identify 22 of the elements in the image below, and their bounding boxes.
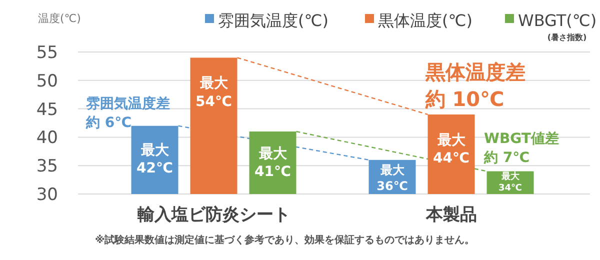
- y-tick-label: 30: [36, 185, 58, 205]
- y-axis-title: 温度(℃): [38, 12, 81, 25]
- y-tick-label: 40: [36, 128, 58, 148]
- text: ※試験結果数値は測定値に基づく参考であり、効果を保証するものではありません。: [95, 234, 475, 246]
- y-tick-label: 45: [36, 100, 58, 120]
- legend-label: 黒体温度(℃): [378, 11, 472, 30]
- x-tick-label: 本製品: [424, 205, 477, 225]
- legend-label: 雰囲気温度(℃): [218, 11, 328, 30]
- data-label: 最大 44℃: [433, 132, 470, 167]
- y-tick-label: 35: [36, 156, 58, 177]
- annotation: WBGT値差約 7℃: [484, 130, 560, 168]
- data-label: 最大 54℃: [196, 76, 232, 110]
- data-label: 最大 42℃: [136, 142, 174, 177]
- annotation: 雰囲気温度差約 6℃: [86, 94, 171, 133]
- annotation: 黒体温度差約 10℃: [425, 59, 526, 114]
- y-tick-label: 55: [36, 43, 58, 63]
- legend-label: WBGT(℃) (暑さ指数): [518, 11, 597, 42]
- y-tick-label: 50: [36, 71, 58, 92]
- data-label: 最大 36℃: [376, 163, 408, 193]
- data-label: 最大 41℃: [254, 146, 292, 180]
- data-label: 最大 34℃: [498, 170, 522, 194]
- x-tick-label: 輸入塩ビ防炎シート: [136, 205, 290, 225]
